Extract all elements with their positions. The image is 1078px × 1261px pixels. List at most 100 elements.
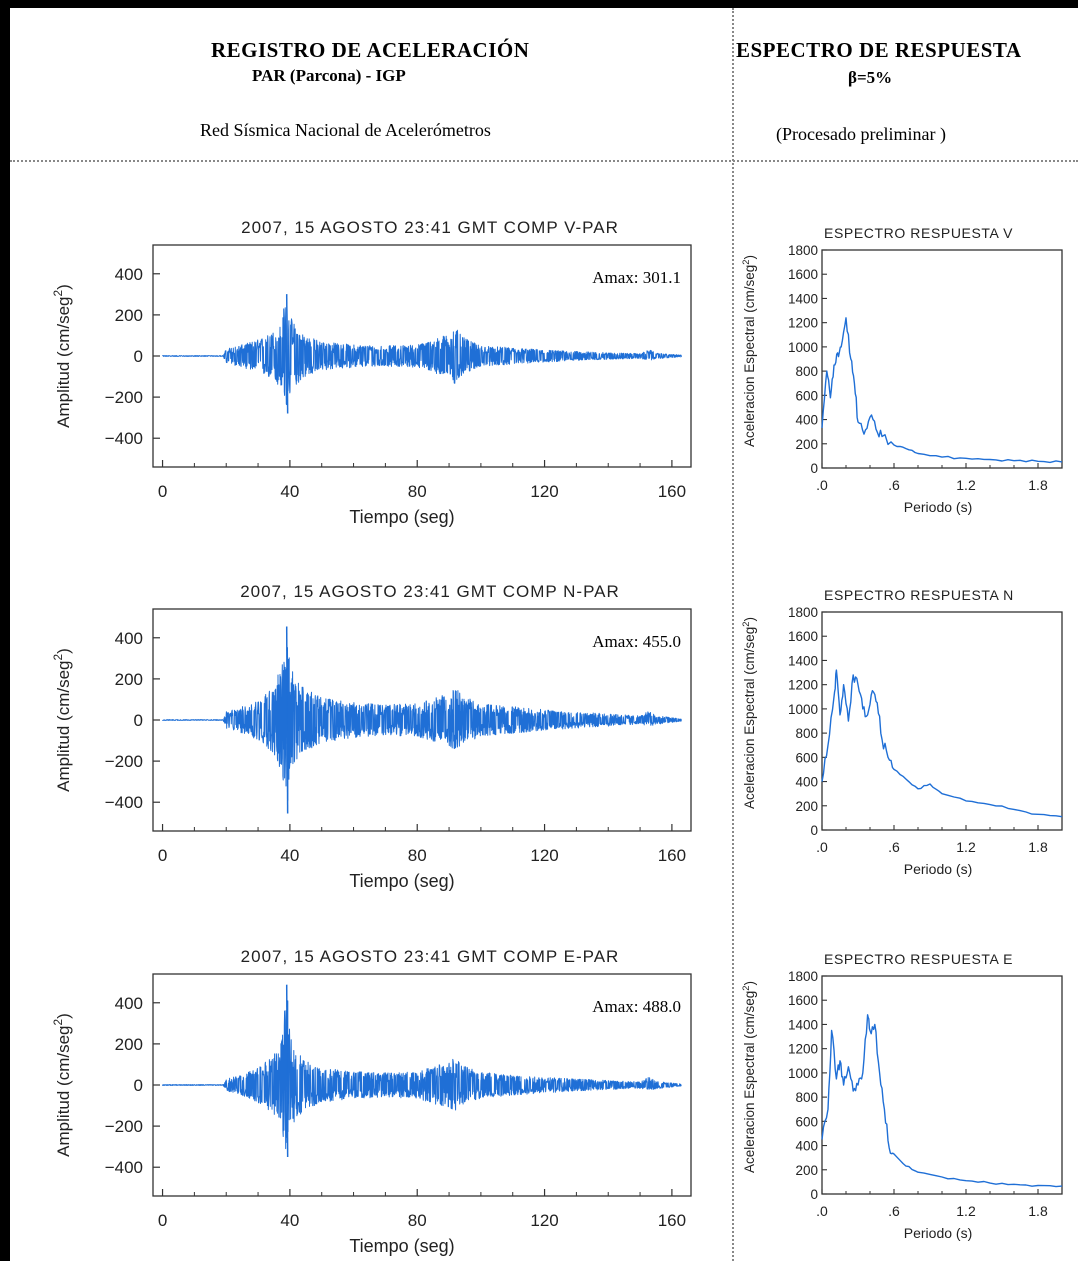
y-tick-label: 800 — [795, 726, 818, 741]
amax-annotation: Amax: 455.0 — [592, 632, 681, 651]
x-tick-label: 80 — [408, 846, 427, 865]
y-tick-label: 400 — [795, 413, 818, 428]
y-axis-label: Aceleracion Espectral (cm/seg2) — [741, 255, 758, 447]
right-title: ESPECTRO DE RESPUESTA — [736, 38, 1022, 62]
y-tick-label: −200 — [105, 752, 143, 771]
x-tick-label: .0 — [816, 477, 828, 493]
x-axis-label: Tiempo (seg) — [349, 1236, 454, 1256]
y-tick-label: 1200 — [788, 678, 818, 693]
y-axis-label: Aceleracion Espectral (cm/seg2) — [741, 981, 758, 1173]
accel-chart-3: 2007, 15 AGOSTO 23:41 GMT COMP E-PAR4002… — [51, 947, 692, 1256]
y-axis-label: Amplitud (cm/seg2) — [51, 1013, 73, 1157]
column-divider — [732, 8, 734, 1261]
x-tick-label: 0 — [158, 1211, 167, 1230]
y-tick-label: 200 — [115, 306, 143, 325]
y-tick-label: 0 — [134, 1076, 143, 1095]
y-tick-label: 400 — [115, 265, 143, 284]
chart-title: 2007, 15 AGOSTO 23:41 GMT COMP V-PAR — [241, 218, 619, 237]
x-tick-label: 40 — [280, 1211, 299, 1230]
y-tick-label: 200 — [115, 670, 143, 689]
y-tick-label: 400 — [795, 775, 818, 790]
spectrum-curve — [821, 1014, 1063, 1188]
spectrum-curve — [821, 317, 1063, 464]
x-tick-label: 1.8 — [1028, 839, 1048, 855]
x-tick-label: 160 — [658, 482, 686, 501]
chart-title: ESPECTRO RESPUESTA N — [824, 587, 1014, 603]
spectrum-chart-1: ESPECTRO RESPUESTA V 0 200 400 600 800 1000 120… — [741, 225, 1063, 515]
left-station: PAR (Parcona) - IGP — [252, 66, 406, 85]
acceleration-trace — [162, 647, 682, 801]
right-damping: β=5% — [848, 68, 893, 87]
y-tick-label: −400 — [105, 1158, 143, 1177]
x-tick-label: 1.2 — [956, 477, 976, 493]
y-tick-label: 200 — [795, 1163, 818, 1178]
spectrum-chart-2: ESPECTRO RESPUESTA N 0 200 400 600 800 1000 120… — [741, 587, 1063, 877]
right-note: (Procesado preliminar ) — [776, 124, 946, 144]
x-axis-label: Periodo (s) — [904, 1225, 972, 1241]
acceleration-trace — [162, 297, 682, 406]
chart-title: ESPECTRO RESPUESTA E — [824, 951, 1013, 967]
x-axis-label: Tiempo (seg) — [349, 507, 454, 527]
y-tick-label: 400 — [115, 994, 143, 1013]
y-tick-label: 1000 — [788, 1066, 818, 1081]
y-tick-label: 1400 — [788, 1017, 818, 1032]
x-tick-label: 160 — [658, 1211, 686, 1230]
x-tick-label: .0 — [816, 839, 828, 855]
y-tick-label: 1000 — [788, 340, 818, 355]
chart-title: 2007, 15 AGOSTO 23:41 GMT COMP N-PAR — [240, 582, 620, 601]
y-tick-label: −200 — [105, 388, 143, 407]
x-tick-label: 0 — [158, 846, 167, 865]
y-tick-label: 0 — [134, 347, 143, 366]
x-tick-label: .0 — [816, 1203, 828, 1219]
y-tick-label: 800 — [795, 364, 818, 379]
x-tick-label: 40 — [280, 482, 299, 501]
y-tick-label: −400 — [105, 793, 143, 812]
y-tick-label: 1200 — [788, 316, 818, 331]
spectrum-chart-3: ESPECTRO RESPUESTA E 0 200 400 600 800 1000 120… — [741, 951, 1063, 1241]
x-axis-label: Periodo (s) — [904, 499, 972, 515]
x-tick-label: 120 — [530, 846, 558, 865]
x-tick-label: 160 — [658, 846, 686, 865]
accel-chart-2: 2007, 15 AGOSTO 23:41 GMT COMP N-PAR 400 2… — [51, 582, 692, 891]
y-axis-label: Amplitud (cm/seg2) — [51, 284, 73, 428]
spectrum-curve — [821, 669, 1063, 818]
x-tick-label: 1.8 — [1028, 477, 1048, 493]
y-tick-label: −400 — [105, 429, 143, 448]
plot-frame — [821, 611, 1063, 831]
y-tick-label: 200 — [115, 1035, 143, 1054]
header-divider — [10, 160, 1078, 162]
peak-spike — [285, 626, 289, 814]
y-tick-label: 600 — [795, 1114, 818, 1129]
left-network: Red Sísmica Nacional de Acelerómetros — [200, 120, 491, 140]
y-axis-label: Amplitud (cm/seg2) — [51, 648, 73, 792]
x-tick-label: .6 — [888, 477, 900, 493]
report-frame: REGISTRO DE ACELERACIÓN PAR (Parcona) - … — [10, 8, 1078, 1261]
y-tick-label: 1000 — [788, 702, 818, 717]
y-tick-label: 0 — [810, 823, 818, 838]
y-tick-label: 1800 — [788, 243, 818, 258]
y-tick-label: 1600 — [788, 267, 818, 282]
y-tick-label: 0 — [810, 461, 818, 476]
y-tick-label: 1400 — [788, 653, 818, 668]
x-tick-label: 80 — [408, 482, 427, 501]
x-tick-label: 80 — [408, 1211, 427, 1230]
x-axis-label: Tiempo (seg) — [349, 871, 454, 891]
y-tick-label: 400 — [115, 629, 143, 648]
left-title: REGISTRO DE ACELERACIÓN — [211, 38, 530, 62]
y-tick-label: 200 — [795, 799, 818, 814]
x-tick-label: 120 — [530, 482, 558, 501]
y-axis-label: Aceleracion Espectral (cm/seg2) — [741, 617, 758, 809]
y-tick-label: 1800 — [788, 969, 818, 984]
plot-frame — [821, 249, 1063, 469]
x-tick-label: .6 — [888, 839, 900, 855]
y-tick-label: 400 — [795, 1139, 818, 1154]
amax-annotation: Amax: 488.0 — [592, 997, 681, 1016]
y-tick-label: 1400 — [788, 291, 818, 306]
x-tick-label: 1.2 — [956, 1203, 976, 1219]
y-tick-label: 0 — [134, 711, 143, 730]
x-tick-label: 1.2 — [956, 839, 976, 855]
accel-chart-1: 2007, 15 AGOSTO 23:41 GMT COMP V-PAR4002… — [51, 218, 692, 527]
y-tick-label: 1200 — [788, 1042, 818, 1057]
